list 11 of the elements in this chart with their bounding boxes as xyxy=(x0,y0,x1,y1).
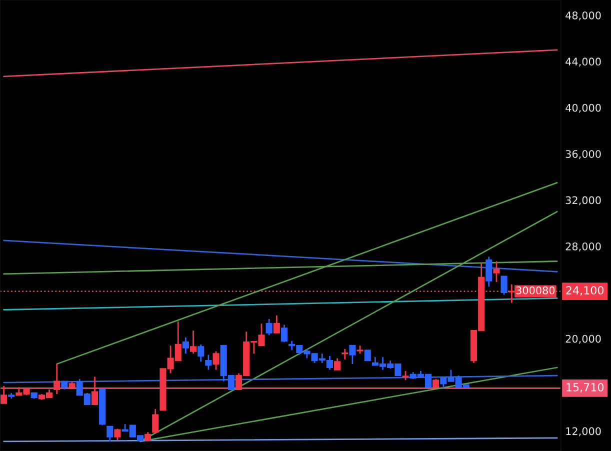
y-tick-label: 44,000 xyxy=(566,58,601,67)
annotation: 300080 xyxy=(516,286,555,294)
y-tick-label: 48,000 xyxy=(566,11,601,20)
ref-line-label: 24,100 xyxy=(566,286,604,296)
y-tick-label: 32,000 xyxy=(566,196,601,206)
y-tick-label: 28,000 xyxy=(566,242,601,252)
y-tick-label: 12,000 xyxy=(566,427,601,436)
ref-line-label: 15,710 xyxy=(566,382,604,393)
y-tick-label: 20,000 xyxy=(566,334,601,344)
y-tick-label: 36,000 xyxy=(566,150,601,160)
y-tick-label: 40,000 xyxy=(566,104,601,113)
